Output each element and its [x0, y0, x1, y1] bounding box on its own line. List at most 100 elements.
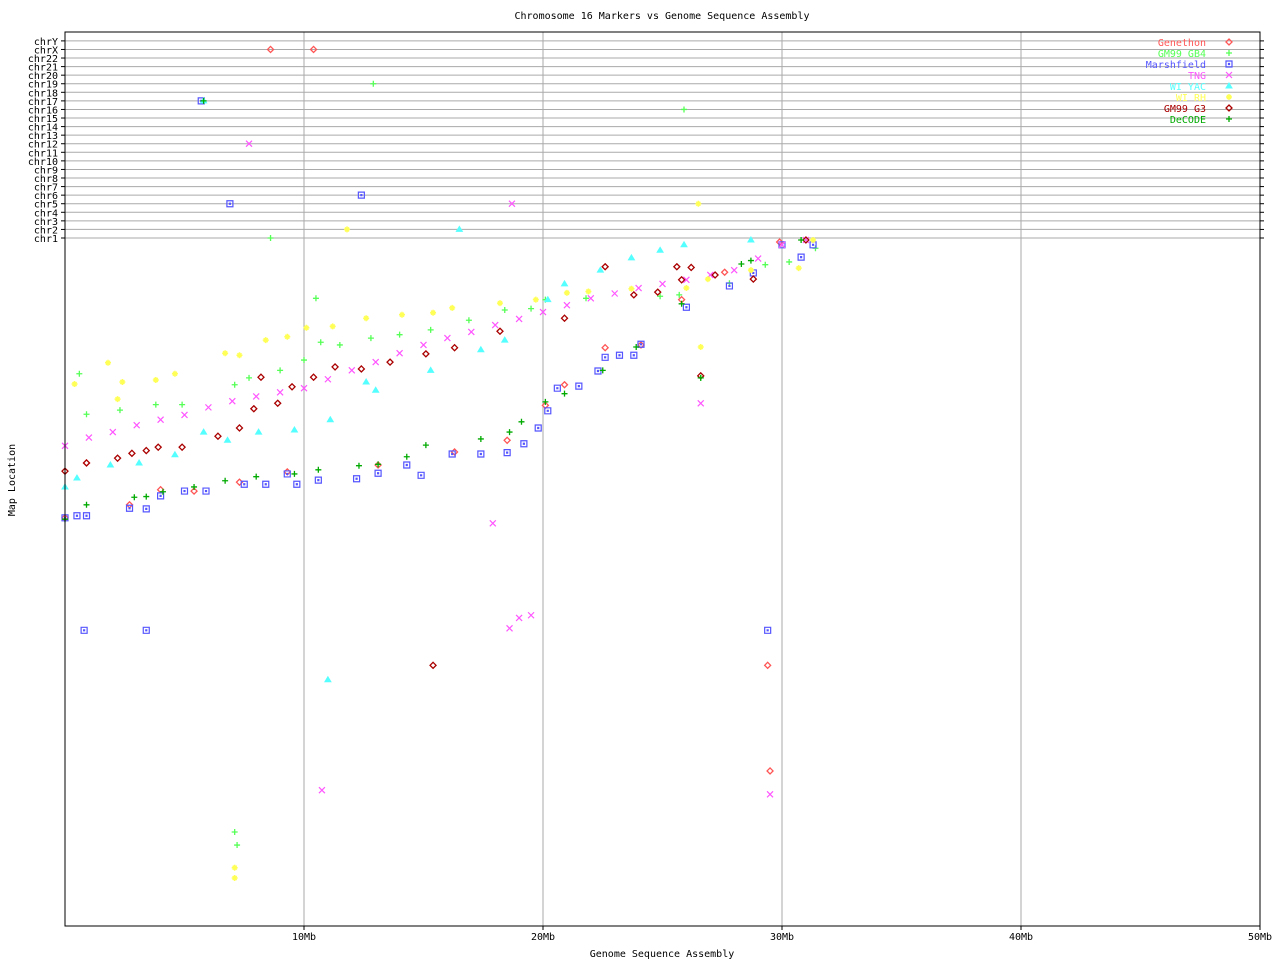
point-diamond [257, 373, 265, 382]
point-square [352, 475, 361, 483]
point-plus [315, 466, 322, 473]
point-x [1225, 71, 1233, 79]
point-diamond [249, 404, 258, 413]
point-star [363, 315, 370, 322]
point-triangle [171, 450, 179, 458]
point-plus [301, 357, 307, 364]
point-plus [267, 235, 274, 241]
point-star [303, 324, 310, 331]
point-star [563, 289, 570, 296]
point-square [226, 200, 234, 208]
point-square [534, 424, 542, 432]
point-x [778, 241, 786, 249]
point-x [85, 434, 93, 441]
point-plus [747, 257, 754, 264]
legend-label: Genethon [1158, 38, 1206, 49]
point-plus [599, 367, 606, 374]
point-plus [370, 80, 377, 87]
point-square [682, 303, 690, 311]
x-tick-label: 30Mb [770, 932, 794, 943]
y-tick-label: chr4 [34, 208, 58, 219]
point-plus [1226, 50, 1232, 56]
point-square [142, 505, 150, 513]
point-star [114, 396, 121, 403]
point-diamond [677, 275, 686, 284]
point-x [754, 255, 762, 262]
y-tick-label: chr7 [34, 183, 58, 194]
point-square [797, 253, 805, 261]
point-x [539, 308, 547, 316]
y-tick-label: chr19 [28, 80, 58, 91]
point-diamond [503, 436, 512, 445]
point-plus [231, 381, 238, 388]
point-square [80, 626, 88, 634]
point-star [704, 276, 711, 283]
point-plus [518, 418, 525, 425]
point-triangle [324, 675, 332, 683]
point-square [374, 469, 382, 477]
point-diamond [1225, 38, 1233, 46]
point-star [628, 285, 635, 292]
point-x [318, 786, 326, 794]
point-plus [131, 494, 138, 501]
point-triangle [476, 345, 485, 353]
y-tick-label: chr6 [34, 191, 58, 202]
legend-label: WI RH [1176, 93, 1206, 104]
point-diamond [496, 327, 504, 336]
point-square [202, 487, 210, 495]
point-plus [501, 306, 508, 313]
point-x [489, 519, 497, 527]
point-triangle [223, 436, 232, 443]
point-square [594, 367, 602, 375]
point-star [697, 344, 704, 351]
point-diamond [720, 268, 729, 277]
point-plus [231, 829, 238, 836]
point-square [544, 407, 552, 415]
point-diamond [601, 262, 610, 271]
point-diamond [273, 399, 282, 408]
point-x [659, 280, 666, 288]
point-diamond [178, 443, 187, 452]
point-triangle [135, 458, 143, 466]
point-star [398, 311, 405, 318]
y-tick-label: chr5 [34, 200, 58, 211]
point-plus [798, 237, 805, 243]
point-triangle [656, 246, 664, 253]
point-star [262, 337, 269, 344]
point-x [157, 416, 165, 424]
point-plus [738, 261, 745, 268]
point-triangle [627, 253, 636, 261]
point-star [105, 359, 112, 366]
point-x [228, 397, 236, 405]
point-star [795, 265, 802, 272]
x-tick-label: 50Mb [1248, 932, 1272, 943]
point-diamond [749, 275, 758, 284]
point-diamond [450, 343, 459, 352]
point-plus [561, 390, 568, 397]
point-x [515, 315, 523, 323]
y-tick-label: chr22 [28, 54, 58, 65]
point-diamond [766, 767, 774, 775]
point-square [448, 450, 456, 458]
point-plus [355, 462, 362, 469]
point-x [515, 614, 523, 622]
x-axis-label: Genome Sequence Assembly [590, 949, 735, 960]
point-plus [291, 470, 298, 477]
point-star [152, 376, 159, 383]
point-plus [697, 374, 704, 381]
y-axis-label: Map Location [7, 444, 18, 516]
point-plus [222, 477, 229, 484]
point-star [284, 333, 291, 340]
point-square [283, 470, 291, 478]
y-tick-label: chr18 [28, 88, 58, 99]
grid [65, 32, 1260, 926]
y-tick-label: chr13 [28, 131, 58, 142]
point-plus [277, 367, 284, 374]
point-diamond [653, 288, 662, 297]
point-plus [336, 341, 343, 348]
y-tick-label: chr11 [28, 148, 58, 159]
point-star [222, 350, 229, 357]
point-square [764, 626, 772, 634]
point-x [766, 790, 774, 798]
point-plus [246, 374, 253, 381]
